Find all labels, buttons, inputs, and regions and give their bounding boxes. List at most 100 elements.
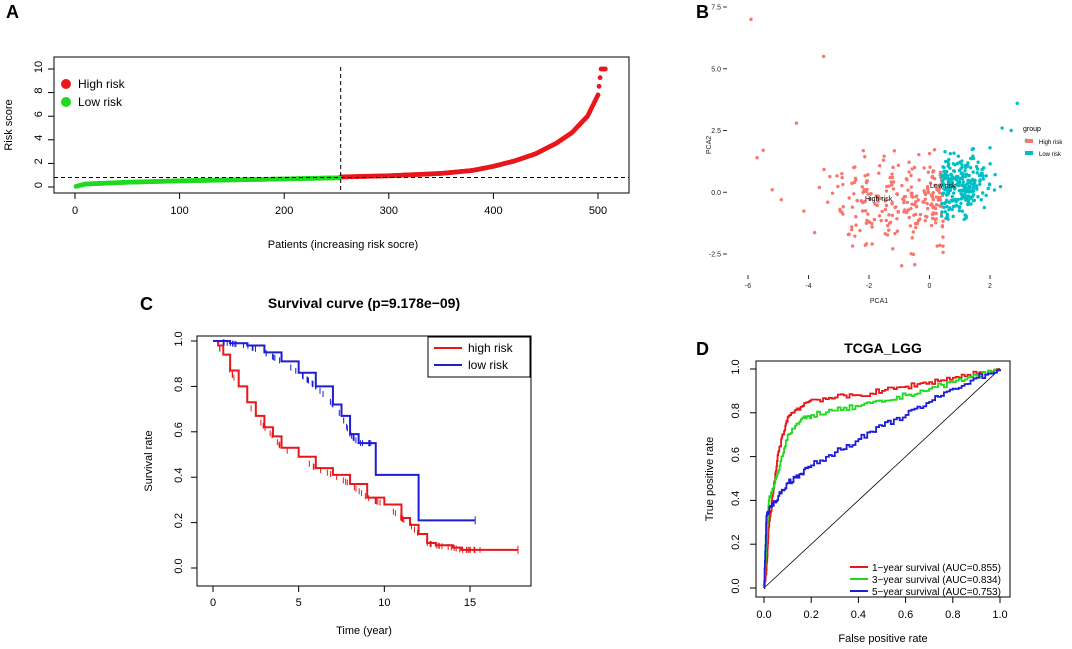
pca-point-high bbox=[930, 175, 934, 180]
legend-c-high-label: high risk bbox=[468, 341, 514, 355]
plot-b-ytick-label: 7.5 bbox=[711, 5, 721, 12]
plot-b-ytick-label: -2.5 bbox=[709, 252, 721, 259]
pca-point-high bbox=[779, 197, 783, 202]
pca-point-high bbox=[854, 223, 858, 227]
pca-point-high bbox=[904, 177, 909, 181]
pca-point-high bbox=[887, 213, 891, 217]
pca-point-low bbox=[975, 167, 980, 171]
pca-point-low bbox=[1015, 101, 1019, 106]
pca-point-high bbox=[906, 188, 910, 192]
pca-point-high bbox=[877, 171, 881, 175]
pca-point-low bbox=[940, 201, 944, 206]
pca-point-low bbox=[951, 162, 956, 166]
plot-a-ytick-label: 8 bbox=[33, 88, 45, 94]
pca-point-high bbox=[868, 220, 872, 224]
pca-point-high bbox=[933, 183, 937, 187]
pca-point-high bbox=[932, 211, 936, 216]
pca-high-risk-label: High risk bbox=[865, 196, 893, 203]
legend-low-risk-label: Low risk bbox=[78, 95, 123, 109]
legend-b-high-label: High risk bbox=[1039, 140, 1063, 146]
pca-point-low bbox=[946, 180, 951, 184]
pca-point-high bbox=[859, 199, 864, 203]
pca-point-low bbox=[982, 205, 987, 210]
pca-point-high bbox=[860, 209, 865, 213]
pca-point-high bbox=[875, 196, 880, 200]
pca-point-low bbox=[987, 182, 992, 186]
plot-b-legend: group High risk Low risk bbox=[1023, 126, 1063, 158]
pca-point-high bbox=[866, 212, 870, 216]
pca-point-low bbox=[948, 206, 952, 210]
plot-d-xtick-label: 0.8 bbox=[945, 609, 960, 621]
pca-point-high bbox=[861, 148, 865, 153]
pca-point-high bbox=[926, 170, 931, 174]
pca-point-low bbox=[950, 194, 954, 199]
plot-a-ytick-label: 4 bbox=[33, 135, 45, 141]
pca-point-low bbox=[981, 191, 985, 195]
pca-point-high bbox=[886, 223, 890, 228]
pca-point-high bbox=[882, 154, 886, 158]
pca-point-high bbox=[761, 148, 765, 152]
legend-high-risk-label: High risk bbox=[78, 77, 126, 91]
plot-c-legend-box bbox=[427, 336, 531, 378]
pca-point-low bbox=[971, 170, 975, 174]
plot-d-xtick-label: 0.4 bbox=[851, 609, 866, 621]
pca-point-low bbox=[978, 182, 982, 187]
pca-point-high bbox=[936, 188, 940, 193]
pca-point-low bbox=[960, 159, 964, 163]
pca-point-high bbox=[887, 228, 891, 232]
pca-point-low bbox=[961, 174, 965, 179]
pca-point-low bbox=[940, 182, 945, 187]
pca-point-low bbox=[960, 183, 964, 187]
plot-a-frame bbox=[53, 56, 630, 194]
plot-d-xtick-label: 0.6 bbox=[898, 609, 913, 621]
plot-c-xtick-label: 10 bbox=[378, 597, 390, 609]
pca-point-high bbox=[852, 180, 857, 185]
pca-point-high bbox=[941, 219, 945, 223]
risk-point bbox=[602, 66, 608, 72]
pca-point-low bbox=[980, 167, 984, 172]
plot-b-xtick-label: -2 bbox=[866, 283, 872, 290]
pca-point-high bbox=[936, 197, 941, 201]
pca-point-high bbox=[912, 213, 916, 217]
pca-plot: -6 -4 -2 0 2 -2.5 0.0 2.5 5.0 7.5 PCA1 PCA2 High … bbox=[706, 5, 1063, 306]
pca-point-high bbox=[749, 17, 753, 22]
pca-point-low bbox=[964, 216, 968, 220]
pca-point-low bbox=[954, 182, 959, 187]
pca-point-high bbox=[840, 175, 844, 180]
pca-point-low bbox=[968, 166, 973, 170]
panel-label-c: C bbox=[140, 294, 153, 314]
pca-point-high bbox=[863, 174, 867, 178]
pca-point-low bbox=[969, 156, 973, 161]
pca-point-high bbox=[941, 250, 945, 255]
pca-point-low bbox=[960, 209, 965, 213]
pca-point-high bbox=[914, 200, 918, 204]
pca-point-low bbox=[963, 194, 967, 198]
pca-group-high-risk bbox=[749, 17, 945, 268]
pca-point-low bbox=[956, 197, 960, 202]
pca-point-high bbox=[836, 184, 840, 189]
pca-point-high bbox=[907, 170, 911, 174]
pca-point-low bbox=[967, 173, 971, 178]
pca-point-low bbox=[973, 184, 977, 188]
pca-point-low bbox=[971, 154, 975, 158]
pca-point-high bbox=[890, 183, 894, 187]
pca-point-high bbox=[841, 205, 845, 209]
pca-point-low bbox=[950, 184, 954, 188]
pca-point-low bbox=[952, 169, 957, 174]
pca-point-low bbox=[958, 205, 962, 209]
plot-b-xtick-label: -4 bbox=[805, 283, 811, 290]
plot-c-xtick-label: 15 bbox=[464, 597, 476, 609]
pca-point-high bbox=[904, 210, 909, 215]
pca-point-high bbox=[927, 151, 932, 156]
panel-label-b: B bbox=[696, 2, 709, 22]
plot-c-xtick-label: 0 bbox=[210, 597, 216, 609]
pca-point-high bbox=[883, 207, 888, 212]
pca-point-high bbox=[821, 54, 826, 59]
pca-point-high bbox=[891, 180, 896, 184]
pca-point-low bbox=[944, 159, 948, 164]
plot-a-xtick-label: 0 bbox=[72, 205, 78, 217]
pca-point-high bbox=[893, 205, 897, 210]
plot-d-ytick-label: 1.0 bbox=[730, 359, 742, 374]
pca-point-high bbox=[922, 166, 926, 170]
pca-point-low bbox=[957, 181, 961, 185]
